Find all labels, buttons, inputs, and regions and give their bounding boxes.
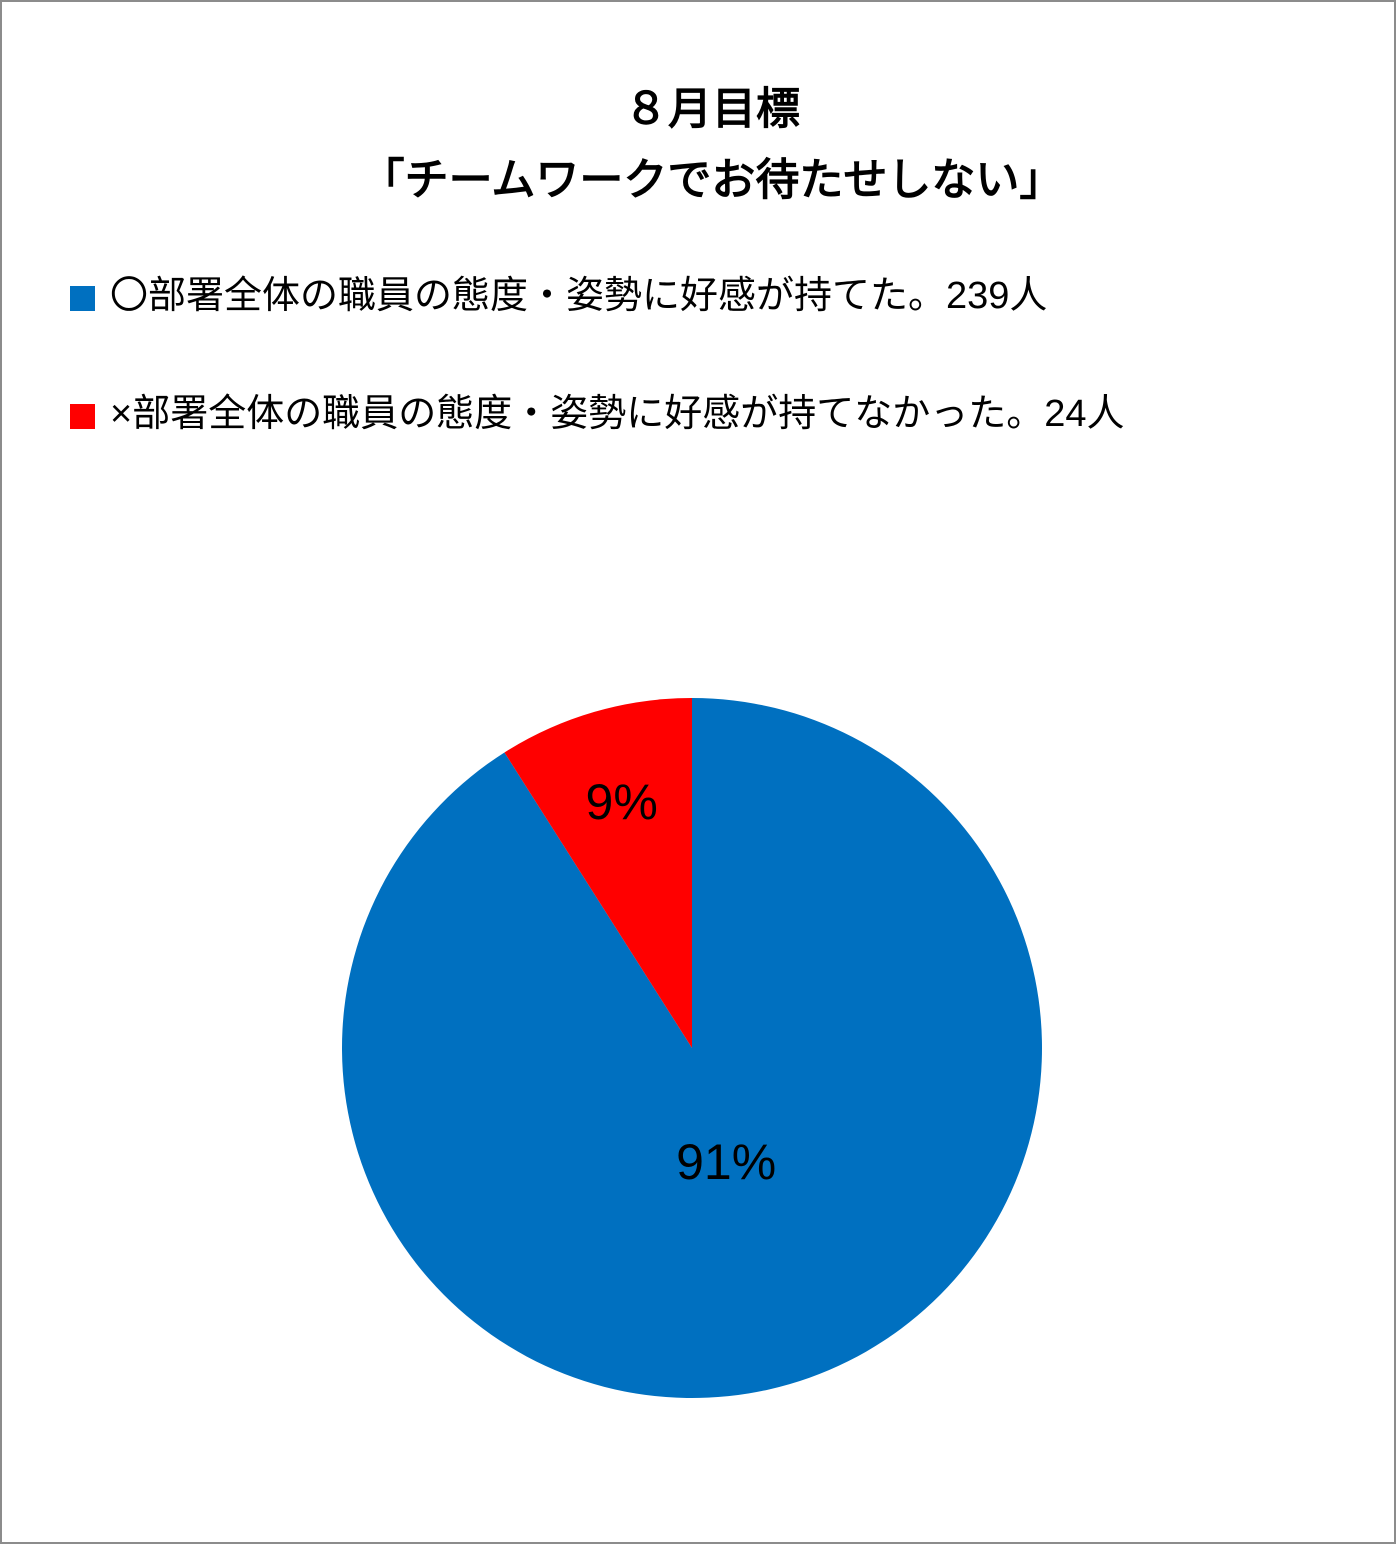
data-label: 9% (586, 774, 658, 830)
data-label: 91% (676, 1134, 776, 1190)
chart-subtitle: 「チームワークでお待たせしない」 (361, 156, 1064, 205)
legend-label: 〇部署全体の職員の態度・姿勢に好感が持てた。239人 (110, 275, 1047, 317)
legend-swatch (70, 404, 95, 429)
legend-label: ×部署全体の職員の態度・姿勢に好感が持てなかった。24人 (110, 393, 1124, 435)
chart-title: ８月目標 (624, 85, 800, 134)
pie-slice (341, 698, 1042, 1398)
legend-swatch (70, 286, 95, 311)
pie-slice (504, 698, 692, 1048)
